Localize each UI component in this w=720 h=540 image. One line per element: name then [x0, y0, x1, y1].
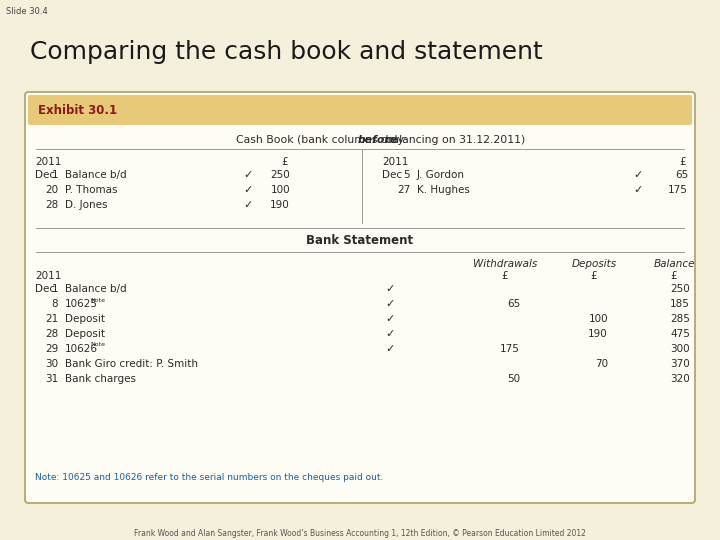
- Text: Balance b/d: Balance b/d: [65, 170, 127, 180]
- Text: ✓: ✓: [243, 200, 253, 210]
- Text: 475: 475: [670, 329, 690, 339]
- Text: Comparing the cash book and statement: Comparing the cash book and statement: [30, 40, 543, 64]
- Text: Dec: Dec: [35, 170, 55, 180]
- Text: 2011: 2011: [35, 271, 61, 281]
- Text: 30: 30: [45, 359, 58, 369]
- Text: 100: 100: [271, 185, 290, 195]
- FancyBboxPatch shape: [28, 95, 692, 125]
- Text: 190: 190: [270, 200, 290, 210]
- Text: Dec: Dec: [35, 284, 55, 294]
- Text: 8: 8: [51, 299, 58, 309]
- Text: K. Hughes: K. Hughes: [417, 185, 470, 195]
- Text: 250: 250: [270, 170, 290, 180]
- Text: 65: 65: [507, 299, 520, 309]
- Text: 2011: 2011: [382, 157, 408, 167]
- Text: Bank charges: Bank charges: [65, 374, 136, 384]
- Text: 190: 190: [588, 329, 608, 339]
- Text: 100: 100: [588, 314, 608, 324]
- Text: Bank Statement: Bank Statement: [307, 234, 413, 247]
- Text: 175: 175: [668, 185, 688, 195]
- Text: £: £: [282, 157, 288, 167]
- Text: P. Thomas: P. Thomas: [65, 185, 117, 195]
- Text: £: £: [502, 271, 508, 281]
- Text: 285: 285: [670, 314, 690, 324]
- Text: 27: 27: [397, 185, 410, 195]
- Text: 28: 28: [45, 200, 58, 210]
- Text: £: £: [680, 157, 686, 167]
- Text: ✓: ✓: [385, 314, 395, 324]
- Text: ✓: ✓: [385, 284, 395, 294]
- Text: before: before: [358, 135, 398, 145]
- Text: 300: 300: [670, 344, 690, 354]
- Text: 65: 65: [675, 170, 688, 180]
- Text: Deposit: Deposit: [65, 329, 105, 339]
- Text: 1: 1: [51, 170, 58, 180]
- Text: 185: 185: [670, 299, 690, 309]
- Text: Cash Book (bank columns only:: Cash Book (bank columns only:: [236, 135, 410, 145]
- Text: Slide 30.4: Slide 30.4: [6, 7, 48, 16]
- Text: 50: 50: [507, 374, 520, 384]
- Text: Bank Giro credit: P. Smith: Bank Giro credit: P. Smith: [65, 359, 198, 369]
- Text: Withdrawals: Withdrawals: [473, 259, 537, 269]
- Text: £: £: [671, 271, 678, 281]
- Text: Exhibit 30.1: Exhibit 30.1: [38, 104, 117, 117]
- Text: Deposit: Deposit: [65, 314, 105, 324]
- Text: 2011: 2011: [35, 157, 61, 167]
- Text: 10626: 10626: [65, 344, 98, 354]
- Text: Deposits: Deposits: [572, 259, 616, 269]
- Text: 70: 70: [595, 359, 608, 369]
- Text: 370: 370: [670, 359, 690, 369]
- Text: Balance b/d: Balance b/d: [65, 284, 127, 294]
- FancyBboxPatch shape: [25, 92, 695, 503]
- Text: 10625: 10625: [65, 299, 98, 309]
- Text: 5: 5: [403, 170, 410, 180]
- Text: ✓: ✓: [243, 170, 253, 180]
- Text: Note: Note: [90, 342, 105, 348]
- Text: J. Gordon: J. Gordon: [417, 170, 465, 180]
- Text: ✓: ✓: [385, 329, 395, 339]
- Text: Note: 10625 and 10626 refer to the serial numbers on the cheques paid out.: Note: 10625 and 10626 refer to the seria…: [35, 474, 383, 483]
- Text: 20: 20: [45, 185, 58, 195]
- Text: 175: 175: [500, 344, 520, 354]
- Text: ✓: ✓: [385, 299, 395, 309]
- Text: Balance: Balance: [653, 259, 695, 269]
- Text: balancing on 31.12.2011): balancing on 31.12.2011): [382, 135, 526, 145]
- Text: ✓: ✓: [385, 344, 395, 354]
- Text: £: £: [590, 271, 598, 281]
- Text: 31: 31: [45, 374, 58, 384]
- Text: Frank Wood and Alan Sangster, Frank Wood’s Business Accounting 1, 12th Edition, : Frank Wood and Alan Sangster, Frank Wood…: [134, 530, 586, 538]
- Text: 250: 250: [670, 284, 690, 294]
- Text: ✓: ✓: [634, 185, 643, 195]
- Text: 1: 1: [51, 284, 58, 294]
- Text: Dec: Dec: [382, 170, 402, 180]
- Text: 21: 21: [45, 314, 58, 324]
- Text: D. Jones: D. Jones: [65, 200, 107, 210]
- Text: ✓: ✓: [634, 170, 643, 180]
- Text: 320: 320: [670, 374, 690, 384]
- Text: 28: 28: [45, 329, 58, 339]
- Text: ✓: ✓: [243, 185, 253, 195]
- Text: 29: 29: [45, 344, 58, 354]
- Text: Note: Note: [90, 298, 105, 302]
